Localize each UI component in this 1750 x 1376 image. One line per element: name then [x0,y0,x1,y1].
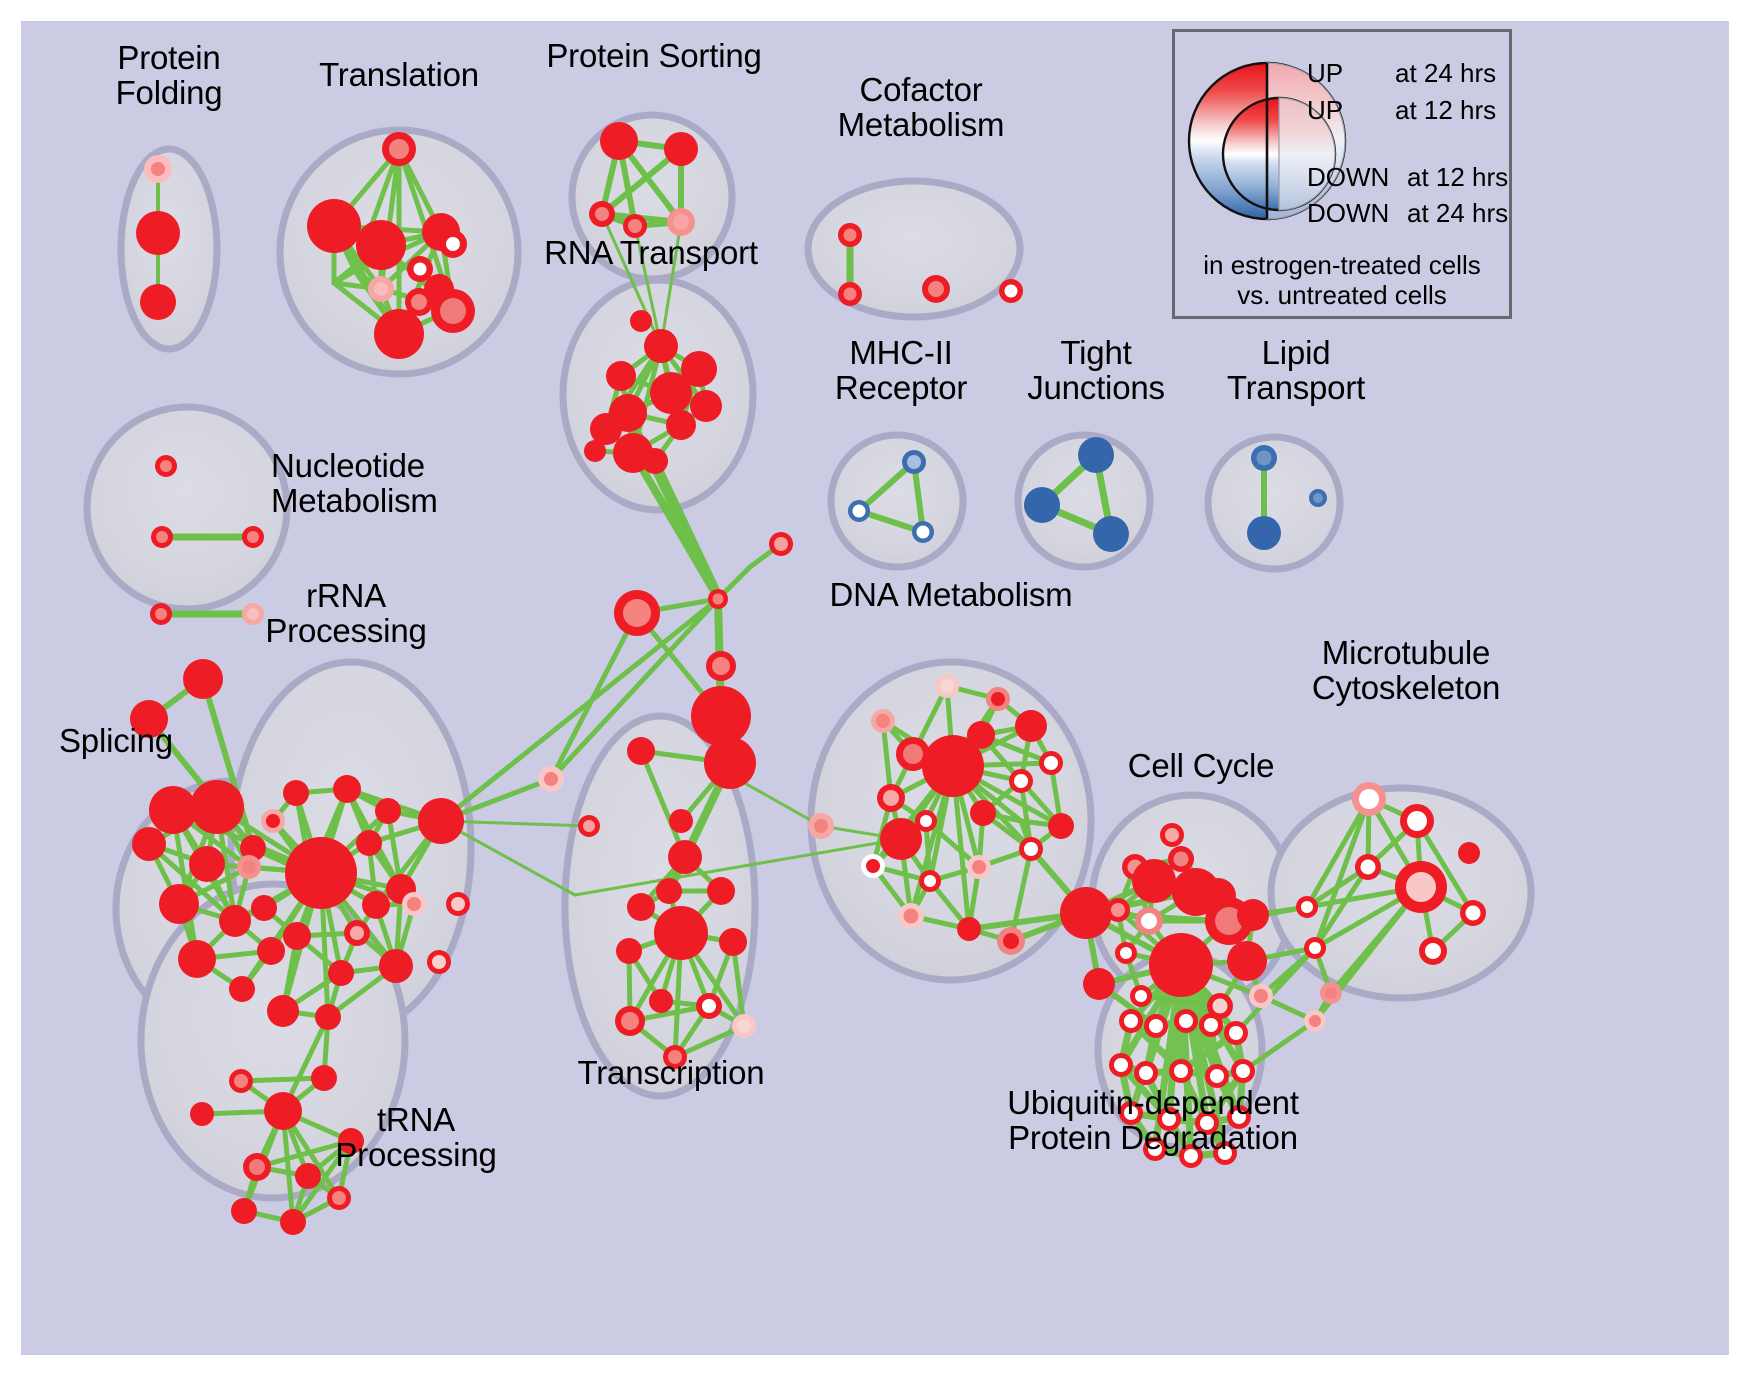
blob-mhc-ii [827,431,967,571]
node-group-rrna-processing [251,775,470,1030]
label-ubiquitin-degradation: Ubiquitin-dependent Protein Degradation [1007,1084,1299,1156]
label-nucleotide-metabolism: Nucleotide Metabolism [271,447,438,519]
legend-node-schematic [1187,61,1347,221]
label-cell-cycle: Cell Cycle [1127,747,1275,784]
network-graph [83,111,1535,1235]
node-group-microtubule [1296,782,1486,1032]
node-group-cell-cycle [1106,823,1273,1019]
legend-row-1-direction: UP [1307,95,1344,125]
legend-row-1-time: at 12 hrs [1395,95,1497,125]
label-tight-junctions: Tight Junctions [1027,334,1165,406]
label-transcription: Transcription [577,1054,765,1091]
node-group-lipid-transport [1247,445,1327,550]
node-group-cofactor-metabolism [838,223,1023,306]
label-protein-sorting: Protein Sorting [546,37,762,74]
legend-row-0-direction: UP [1307,58,1344,88]
label-cofactor-metabolism: Cofactor Metabolism [837,71,1005,143]
label-microtubule-cytoskeleton: Microtubule Cytoskeleton [1311,634,1501,706]
network-nodes [130,122,1486,1235]
node-group-mhc-ii [848,450,934,543]
legend-row-2-direction: DOWN [1307,162,1390,192]
node-group-protein-folding [136,155,180,320]
node-group-protein-sorting [589,122,698,238]
node-group-translation [307,132,475,359]
node-group-central-backbone [538,532,834,839]
label-protein-folding: Protein Folding [115,39,223,111]
legend-panel: UP at 24 hrs UP at 12 hrs DOWN at 12 hrs… [1172,29,1512,319]
legend-caption-line-1: in estrogen-treated cells [1203,250,1481,280]
node-group-tight-junctions [1024,437,1129,552]
label-rrna-processing: rRNA Processing [265,577,427,649]
node-group-dna-metabolism [861,674,1115,1000]
legend-row-3-time: at 24 hrs [1407,198,1509,228]
label-dna-metabolism: DNA Metabolism [829,576,1073,613]
label-splicing: Splicing [59,722,173,759]
legend-row-3-direction: DOWN [1307,198,1390,228]
label-lipid-transport: Lipid Transport [1226,334,1366,406]
label-translation: Translation [319,56,479,93]
node-group-ubiquitin [1109,1009,1255,1168]
legend-row-2-time: at 12 hrs [1407,162,1509,192]
legend-caption-line-2: vs. untreated cells [1237,280,1447,310]
label-trna-processing: tRNA Processing [335,1101,497,1173]
label-rna-transport: RNA Transport [544,234,758,271]
label-mhc-ii-receptor: MHC-II Receptor [834,334,968,406]
node-group-rna-transport [584,310,722,474]
node-group-transcription [615,840,756,1069]
blob-cofactor-metabolism [804,177,1024,321]
blob-nucleotide-metabolism [83,403,291,613]
blob-lipid-transport [1204,433,1344,573]
legend-row-0-time: at 24 hrs [1395,58,1497,88]
node-group-nucleotide-metabolism [150,455,264,625]
network-diagram-canvas: Protein Folding Translation Protein Sort… [21,21,1729,1355]
node-group-trna-processing [190,1065,364,1235]
